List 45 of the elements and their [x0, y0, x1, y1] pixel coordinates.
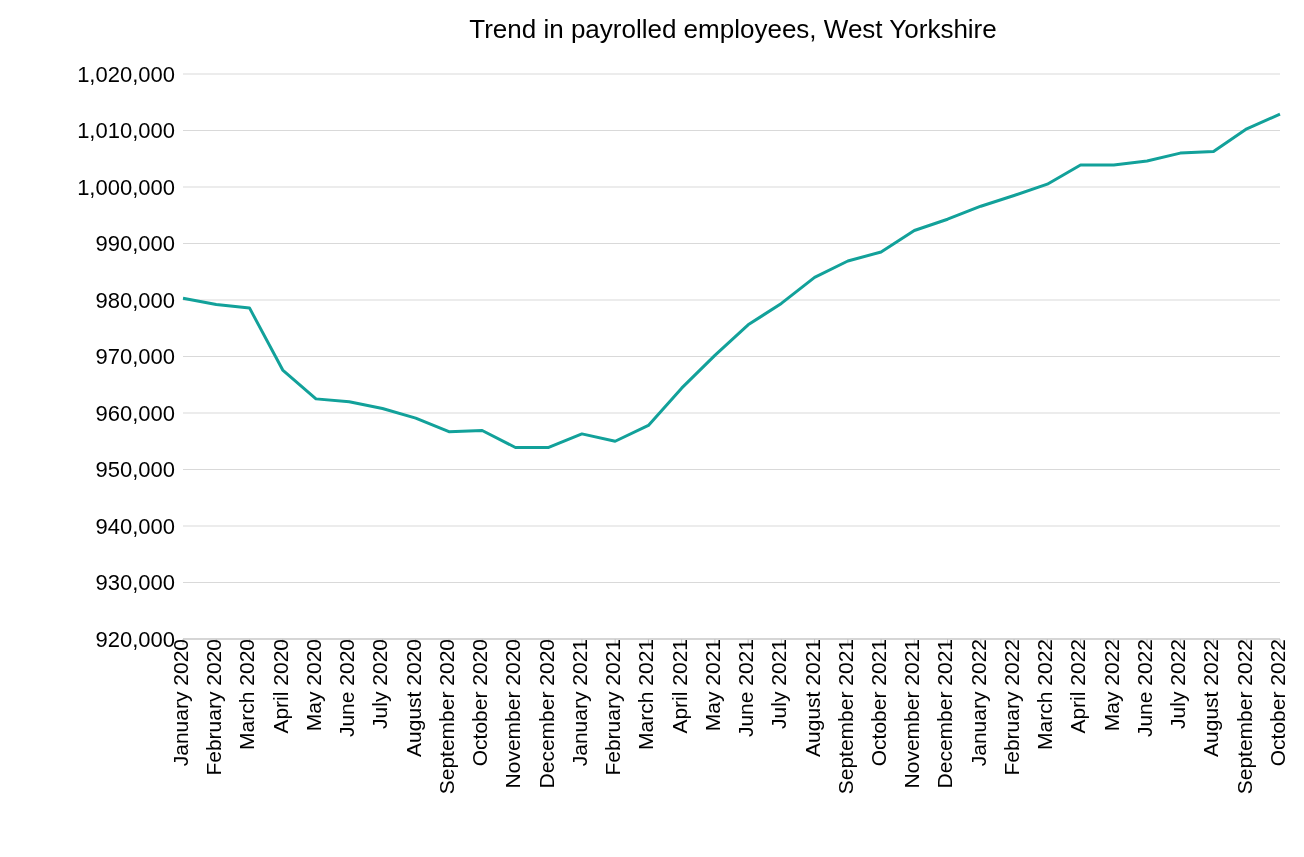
x-tick-label: November 2021 [900, 639, 924, 789]
x-tick-label: October 2021 [867, 639, 890, 767]
x-tick-label: March 2022 [1033, 639, 1057, 750]
x-tick-label: December 2021 [933, 639, 957, 789]
y-tick-label: 980,000 [95, 287, 175, 313]
x-tick-label: January 2022 [966, 639, 990, 767]
x-tick-label: June 2022 [1132, 639, 1156, 738]
x-tick-label: April 2020 [268, 639, 292, 734]
x-tick-label: October 2022 [1265, 639, 1289, 767]
y-tick-label: 1,010,000 [77, 118, 175, 144]
x-tick-label: April 2022 [1066, 639, 1090, 734]
y-tick-label: 1,020,000 [77, 61, 175, 87]
x-tick-label: July 2021 [767, 639, 791, 729]
y-tick-label: 1,000,000 [77, 174, 175, 200]
x-tick-label: June 2020 [335, 639, 359, 738]
y-tick-label: 960,000 [95, 400, 175, 426]
x-tick-label: June 2021 [734, 639, 758, 738]
line-series [181, 112, 1282, 449]
x-tick-label: January 2021 [567, 639, 591, 767]
x-tick-label: February 2021 [601, 639, 625, 776]
x-tick-label: August 2022 [1199, 639, 1223, 757]
x-tick-label: March 2020 [235, 639, 259, 750]
x-tick-label: October 2020 [468, 639, 492, 767]
x-tick-label: March 2021 [634, 639, 658, 750]
x-tick-label: April 2021 [667, 639, 691, 734]
y-tick-label: 950,000 [95, 457, 175, 483]
x-tick-label: September 2022 [1232, 639, 1256, 795]
x-tick-label: November 2020 [501, 639, 525, 789]
x-tick-label: July 2020 [368, 639, 392, 729]
x-tick-label: August 2021 [800, 639, 824, 757]
x-tick-label: December 2020 [534, 639, 558, 789]
x-tick-label: February 2022 [999, 639, 1023, 776]
x-tick-label: July 2022 [1166, 639, 1190, 729]
chart-title: Trend in payrolled employees, West Yorkshire [468, 13, 998, 46]
x-tick-label: September 2021 [833, 639, 857, 795]
y-tick-label: 970,000 [95, 344, 175, 370]
y-tick-label: 990,000 [95, 231, 175, 257]
x-tick-label: February 2020 [202, 639, 226, 776]
x-tick-label: May 2020 [301, 639, 325, 732]
x-tick-label: August 2020 [401, 639, 425, 757]
y-tick-label: 930,000 [95, 570, 175, 596]
x-tick-label: May 2022 [1099, 639, 1123, 732]
y-tick-label: 940,000 [95, 513, 175, 539]
x-tick-label: May 2021 [700, 639, 724, 732]
x-tick-label: September 2020 [434, 639, 458, 795]
